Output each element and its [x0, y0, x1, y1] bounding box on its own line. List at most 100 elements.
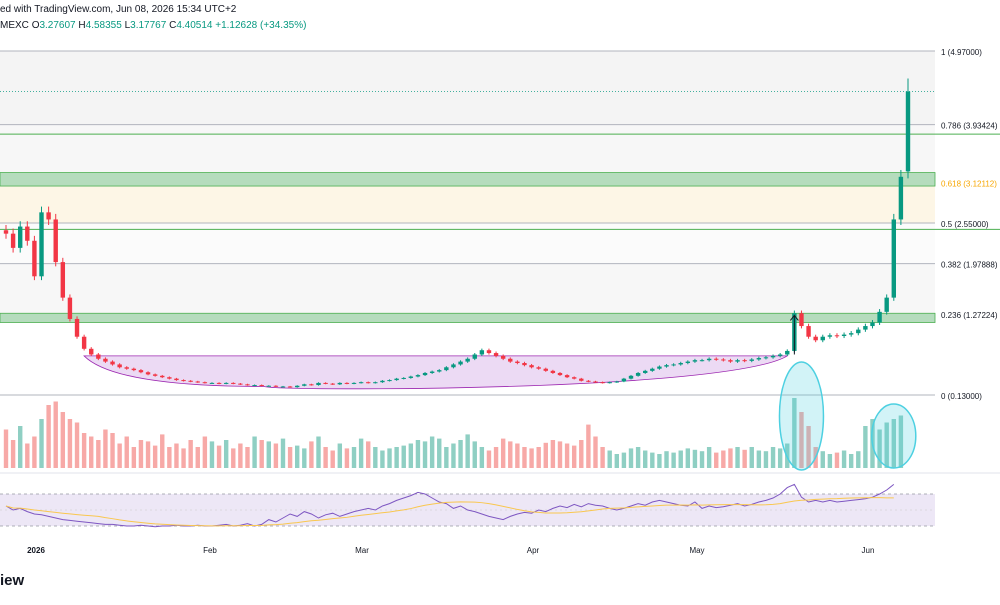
candle-body — [96, 354, 101, 359]
volume-bar — [202, 436, 208, 468]
candle-body — [316, 382, 321, 386]
volume-bar — [401, 445, 406, 468]
candle-body — [550, 370, 556, 373]
candle-body — [188, 380, 193, 382]
volume-bar — [820, 451, 825, 468]
candle-body — [515, 361, 520, 364]
tradingview-brand: iew — [0, 572, 25, 589]
candle-body — [53, 219, 58, 263]
volume-bar — [181, 448, 186, 468]
candle-body — [252, 385, 257, 387]
candle-body — [160, 375, 165, 378]
volume-bar — [273, 443, 279, 468]
fib-band — [0, 51, 935, 125]
volume-bar — [742, 449, 747, 468]
volume-bar — [529, 448, 534, 468]
volume-bar — [770, 447, 776, 468]
candle-body — [152, 374, 158, 376]
candle-body — [309, 384, 314, 386]
volume-bar — [74, 422, 80, 468]
candle-body — [444, 367, 449, 371]
volume-bar — [387, 448, 392, 468]
volume-bar — [46, 405, 51, 468]
x-tick-label: Jun — [862, 546, 875, 555]
candle-body — [245, 384, 250, 386]
candle-body — [408, 376, 414, 378]
candle-body — [330, 383, 335, 385]
volume-bar — [160, 434, 165, 468]
rsi-ma-line — [5, 497, 894, 527]
volume-bar — [600, 447, 605, 468]
ohlc-open-label: O — [31, 20, 40, 31]
candle-body — [493, 353, 499, 356]
volume-bar — [465, 434, 470, 468]
volume-highlight — [778, 361, 825, 471]
candle-body — [650, 368, 655, 371]
volume-bar — [806, 426, 811, 468]
candle-body — [643, 370, 648, 373]
candle-body — [394, 378, 399, 381]
candle-body — [571, 377, 577, 379]
x-tick-label: Mar — [355, 546, 369, 555]
candle-body — [777, 354, 783, 356]
candle-body — [607, 382, 612, 384]
volume-bar — [848, 454, 854, 468]
volume-bar — [231, 448, 236, 468]
volume-bar — [536, 447, 541, 468]
candle-body — [614, 381, 620, 383]
volume-bar — [856, 451, 861, 468]
volume-bar — [209, 441, 215, 468]
fib-level-label: 0 (0.13000) — [941, 392, 982, 401]
volume-bar — [422, 441, 428, 468]
candle-body — [202, 382, 208, 384]
candle-body — [437, 370, 442, 372]
volume-bar — [593, 436, 598, 468]
candle-body — [898, 176, 904, 220]
volume-bar — [117, 443, 122, 468]
candle-body — [834, 335, 840, 337]
volume-bar — [841, 450, 847, 468]
candle-body — [848, 333, 854, 335]
volume-bar — [67, 419, 73, 468]
candle-body — [216, 382, 222, 384]
volume-bar — [152, 445, 158, 468]
volume-bar — [437, 438, 442, 468]
volume-bar — [32, 436, 37, 468]
candle-body — [522, 363, 527, 366]
candle-body — [763, 357, 769, 359]
volume-bar — [25, 443, 30, 468]
volume-bar — [429, 436, 435, 468]
volume-bar — [323, 447, 328, 468]
candle-body — [344, 382, 350, 384]
ohlc-low-label: L — [124, 20, 131, 31]
candle-body — [380, 380, 385, 383]
candle-body — [756, 358, 762, 360]
volume-bar — [294, 445, 300, 468]
candle-body — [799, 313, 804, 327]
volume-bar — [657, 454, 662, 468]
volume-bar — [138, 440, 144, 468]
candle-body — [18, 226, 23, 248]
volume-bar — [451, 443, 456, 468]
volume-bar — [238, 443, 243, 468]
volume-bar — [557, 441, 563, 468]
candle-body — [508, 358, 513, 362]
volume-bar — [351, 447, 357, 468]
volume-bar — [18, 426, 23, 468]
candle-body — [323, 382, 328, 384]
volume-bar — [53, 401, 58, 468]
candle-body — [813, 336, 818, 341]
volume-bar — [287, 447, 293, 468]
volume-bar — [685, 448, 691, 468]
candle-body — [46, 212, 51, 220]
volume-bar — [167, 447, 172, 468]
volume-bar — [877, 429, 882, 468]
candle-body — [820, 336, 825, 341]
volume-bar — [223, 440, 229, 468]
candle-body — [103, 358, 108, 362]
candle-body — [167, 377, 172, 379]
candle-body — [856, 329, 861, 334]
volume-bar — [678, 450, 683, 468]
